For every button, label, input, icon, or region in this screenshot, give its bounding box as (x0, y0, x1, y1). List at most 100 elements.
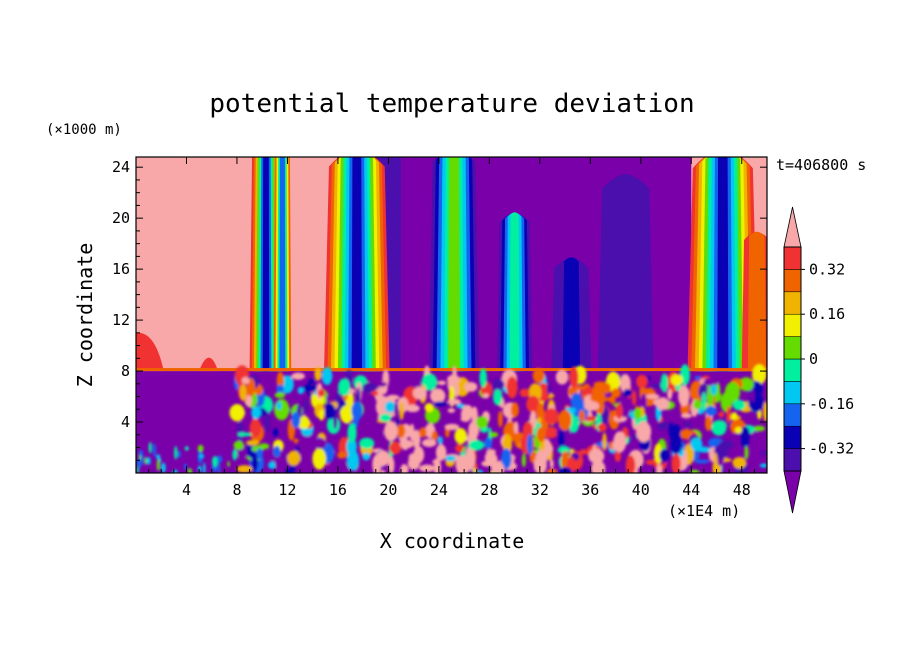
y-unit-label: (×1000 m) (46, 122, 122, 138)
turbulence-patch (324, 403, 336, 420)
turbulence-patch (645, 459, 657, 466)
turbulence-patch (521, 453, 526, 468)
turbulence-patch (407, 456, 420, 470)
turbulence-patch (726, 405, 731, 424)
turbulence-patch (481, 460, 495, 467)
turbulence-patch (558, 409, 572, 431)
turbulence-patch (656, 464, 663, 473)
turbulence-patch (694, 459, 710, 464)
turbulence-patch (751, 445, 757, 457)
turbulence-patch (633, 408, 642, 420)
colorbar-extend-min (783, 470, 802, 514)
turbulence-patch (501, 448, 512, 470)
turbulence-patch (623, 388, 633, 397)
turbulence-patch (694, 375, 702, 381)
turbulence-patch (411, 382, 422, 388)
x-tick-label: 8 (232, 481, 241, 499)
colorbar: -0.32 -0.16 0 0.16 0.32 (783, 206, 854, 514)
turbulence-patch (379, 413, 392, 422)
colorbar-band (783, 425, 802, 449)
turbulence-patch (136, 458, 142, 468)
turbulence-patch (247, 378, 256, 397)
turbulence-patch (590, 391, 606, 404)
turbulence-patch (227, 461, 230, 467)
turbulence-patch (291, 412, 301, 429)
turbulence-patch (362, 452, 371, 461)
y-tick-label: 20 (112, 209, 130, 227)
turbulence-patch (232, 448, 238, 461)
turbulence-patch (362, 382, 378, 394)
plume-6-band-1 (608, 173, 643, 372)
turbulence-patch (335, 390, 341, 413)
turbulence-patch (718, 411, 725, 418)
turbulence-patch (321, 367, 333, 386)
turbulence-patch (670, 374, 683, 386)
turbulence-patch (445, 455, 456, 462)
turbulence-patch (136, 466, 140, 473)
turbulence-patch (491, 461, 505, 473)
turbulence-patch (657, 421, 669, 430)
turbulence-patch (161, 462, 166, 473)
turbulence-patch (454, 382, 459, 398)
turbulence-patch (424, 403, 434, 413)
turbulence-patch (380, 469, 386, 473)
turbulence-patch (659, 448, 670, 462)
turbulence-patch (731, 432, 742, 442)
turbulence-patch (724, 381, 741, 403)
turbulence-patch (337, 451, 347, 459)
turbulence-patch (466, 448, 476, 471)
turbulence-patch (233, 440, 244, 451)
turbulence-patch (274, 398, 290, 421)
turbulence-patch (393, 402, 399, 417)
turbulence-patch (433, 401, 448, 407)
turbulence-patch (297, 386, 305, 395)
turbulence-patch (144, 456, 147, 465)
turbulence-patch (199, 454, 205, 459)
turbulence-patch (513, 421, 519, 434)
turbulence-patch (732, 456, 747, 469)
turbulence-patch (245, 394, 253, 407)
x-tick-label: 24 (430, 481, 448, 499)
turbulence-patch (153, 443, 157, 457)
turbulence-patch (264, 410, 270, 433)
turbulence-patch (669, 437, 683, 454)
turbulence-patch (421, 373, 438, 391)
turbulence-patch (177, 450, 181, 459)
colorbar-band (783, 381, 802, 405)
left-bump-2 (199, 357, 219, 372)
turbulence-patch (400, 464, 408, 473)
turbulence-patch (337, 461, 350, 473)
turbulence-patch (614, 450, 621, 462)
turbulence-patch (447, 408, 456, 413)
turbulence-patch (303, 398, 308, 414)
turbulence-patch (690, 437, 703, 452)
turbulence-patch (258, 395, 265, 401)
turbulence-patch (592, 443, 597, 462)
turbulence-patch (256, 448, 264, 460)
turbulence-patch (597, 423, 607, 432)
turbulence-patch (713, 452, 718, 472)
turbulence-patch (625, 455, 636, 473)
turbulence-patch (667, 388, 673, 400)
turbulence-patch (236, 421, 244, 443)
turbulence-patch (635, 421, 652, 443)
colorbar-tick-label: 0 (809, 350, 818, 368)
turbulence-patch (340, 405, 354, 424)
turbulence-patch (433, 457, 442, 473)
turbulence-patch (482, 393, 489, 399)
turbulence-patch (631, 390, 637, 406)
y-axis-label: Z coordinate (73, 243, 97, 388)
turbulence-patch (601, 397, 616, 402)
turbulence-patch (156, 454, 161, 459)
turbulence-patch (351, 401, 363, 421)
turbulence-patch (298, 452, 309, 463)
x-tick-label: 32 (531, 481, 549, 499)
plume-3-band-5 (448, 157, 460, 372)
turbulence-patch (714, 443, 729, 459)
turbulence-patch (660, 373, 668, 393)
plume-7-band-8 (717, 157, 729, 372)
turbulence-patch (146, 457, 151, 465)
turbulence-patch (684, 421, 691, 428)
colorbar-band (783, 358, 802, 382)
